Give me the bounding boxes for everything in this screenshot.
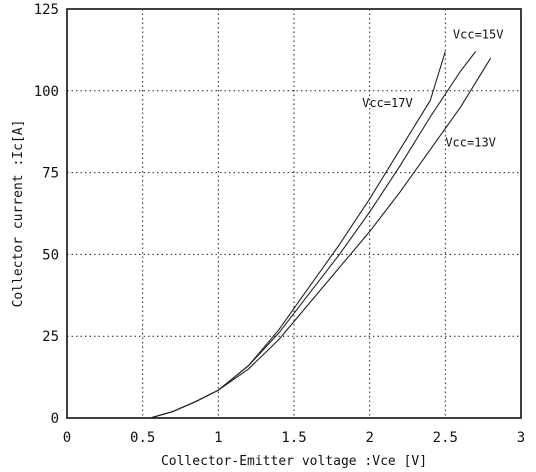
curve-label: Vcc=15V <box>453 27 504 41</box>
x-tick-label: 2 <box>365 430 373 446</box>
y-axis-title: Collector current :Ic[A] <box>11 120 26 308</box>
y-tick-label: 75 <box>42 166 59 182</box>
y-tick-label: 125 <box>34 2 59 18</box>
curve-label: Vcc=17V <box>362 96 413 110</box>
y-tick-label: 100 <box>34 84 59 100</box>
x-tick-label: 3 <box>517 430 525 446</box>
curve-label: Vcc=13V <box>445 135 496 149</box>
series-line-vcc-13v <box>150 57 492 419</box>
x-tick-label: 0 <box>63 430 71 446</box>
y-tick-label: 50 <box>42 247 59 263</box>
x-axis-title: Collector-Emitter voltage :Vce [V] <box>161 454 427 469</box>
y-tick-label: 0 <box>51 411 59 427</box>
y-tick-label: 25 <box>42 329 59 345</box>
x-tick-label: 1.5 <box>281 430 306 446</box>
x-tick-label: 2.5 <box>433 430 458 446</box>
x-tick-label: 1 <box>214 430 222 446</box>
plot-area-frame <box>66 8 522 419</box>
x-tick-label: 0.5 <box>130 430 155 446</box>
